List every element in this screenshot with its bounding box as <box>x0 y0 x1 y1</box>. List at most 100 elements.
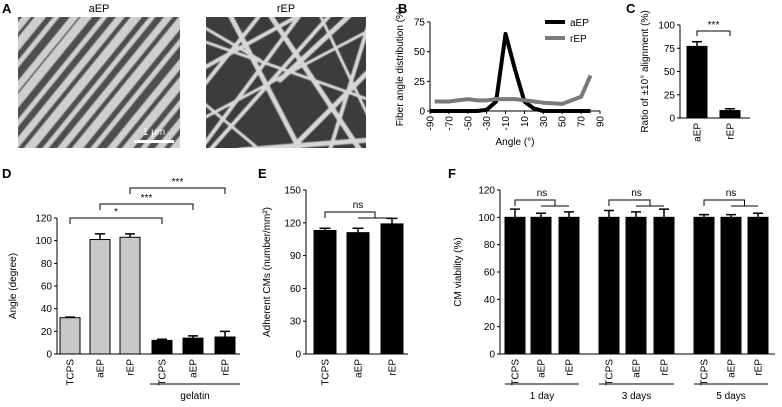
error-bar <box>631 211 641 218</box>
x-tick-label: aEP <box>537 359 548 378</box>
y-tick-label: 100 <box>658 21 675 32</box>
significance-bracket <box>129 187 226 194</box>
bar <box>598 216 620 355</box>
significance-label: ns <box>353 200 364 211</box>
x-tick-label: rEP <box>660 359 671 376</box>
fiber <box>155 117 180 148</box>
significance-bracket <box>514 199 569 207</box>
significance-label: *** <box>708 20 720 31</box>
y-tick-label: 25 <box>414 77 426 88</box>
fiber <box>238 137 366 148</box>
fiber <box>328 26 366 148</box>
fiber <box>206 40 366 101</box>
x-tick-label: -90 <box>426 116 437 131</box>
error-bar <box>692 40 702 47</box>
error-bar <box>536 212 546 218</box>
error-bar <box>726 213 736 218</box>
fiber <box>288 70 366 148</box>
y-tick-label: 60 <box>41 282 53 293</box>
y-tick-label: 80 <box>484 240 496 251</box>
bar <box>504 216 526 355</box>
significance-bracket <box>703 199 758 207</box>
scale-bar <box>134 140 174 143</box>
sem-image-aligned: 1 μm <box>18 17 180 148</box>
error-bar <box>95 233 105 240</box>
x-tick-label: TCPS <box>700 359 711 386</box>
fiber <box>18 17 93 109</box>
fiber <box>206 26 262 62</box>
significance-label: *** <box>141 193 153 204</box>
bar <box>380 223 404 355</box>
legend-label: rEP <box>570 34 587 45</box>
x-tick-label: aEP <box>189 359 200 378</box>
y-tick-label: 0 <box>489 350 495 361</box>
error-bar <box>125 233 135 238</box>
bar <box>89 239 111 355</box>
x-tick-label: -50 <box>463 116 474 131</box>
x-tick-label: rEP <box>221 359 232 376</box>
chart-angle-degree: 0 20 40 60 80 100 120 Angle (degree) TCPS aEP rEP T… <box>8 177 240 402</box>
error-bar <box>188 335 198 339</box>
y-tick-label: 20 <box>41 327 53 338</box>
bar <box>313 229 337 355</box>
error-bar <box>65 316 75 318</box>
group-label: 1 day <box>530 391 554 402</box>
fiber <box>18 17 47 52</box>
y-tick-label: 40 <box>484 295 496 306</box>
x-tick-label: TCPS <box>66 359 77 386</box>
group-label-gelatin: gelatin <box>180 391 209 402</box>
fiber <box>57 17 173 148</box>
chart-fiber-angle-distribution: 0 25 50 75 Fiber angle distribution (%) -90 -7… <box>395 7 607 148</box>
y-axis-label: Adherent CMs (number/mm²) <box>262 207 273 337</box>
error-bar <box>386 217 398 224</box>
x-tick-label: -30 <box>482 116 493 131</box>
significance-bracket <box>99 203 194 210</box>
significance-label: ns <box>726 188 737 199</box>
y-tick-label: 60 <box>290 284 302 295</box>
fiber <box>121 76 180 148</box>
x-tick-label: aEP <box>632 359 643 378</box>
x-tick-label: TCPS <box>511 359 522 386</box>
x-tick-label: 90 <box>596 116 607 128</box>
group-label: 3 days <box>622 391 651 402</box>
y-tick-label: 0 <box>46 350 52 361</box>
y-tick-label: 40 <box>41 304 53 315</box>
panel-letter-d: D <box>2 166 11 181</box>
y-tick-label: 150 <box>284 186 301 197</box>
bar <box>59 317 81 355</box>
y-tick-label: 120 <box>35 214 52 225</box>
bar <box>720 216 742 355</box>
y-tick-label: 0 <box>419 107 425 118</box>
bar <box>182 337 204 355</box>
y-axis-label: Angle (degree) <box>8 253 19 319</box>
error-bar <box>564 211 574 218</box>
x-tick-label: rEP <box>754 359 765 376</box>
significance-bracket <box>324 211 392 219</box>
error-bar <box>510 208 520 218</box>
fiber <box>18 17 125 148</box>
chart-alignment-ratio: 0 25 50 75 100 Ratio of ±10° alignment (%) aEP… <box>640 10 750 142</box>
fiber <box>277 17 352 83</box>
error-bar <box>319 227 331 231</box>
y-tick-label: 80 <box>41 259 53 270</box>
y-tick-label: 120 <box>284 218 301 229</box>
significance-label: ns <box>631 188 642 199</box>
x-tick-label: TCPS <box>321 359 332 386</box>
x-tick-label: 10 <box>520 116 531 128</box>
error-bar <box>352 227 364 233</box>
y-tick-label: 60 <box>484 268 496 279</box>
error-bar <box>220 330 230 337</box>
y-tick-label: 100 <box>478 213 495 224</box>
sem-image-random <box>206 17 366 148</box>
fiber <box>206 103 260 148</box>
series-line-rep <box>434 74 593 106</box>
x-tick-label: TCPS <box>605 359 616 386</box>
fiber <box>206 17 301 69</box>
group-label: 5 days <box>716 391 745 402</box>
panel-letter-b: B <box>398 1 407 16</box>
y-tick-label: 90 <box>290 251 302 262</box>
x-tick-label: 70 <box>577 116 588 128</box>
fiber <box>71 17 180 148</box>
y-tick-label: 100 <box>35 236 52 247</box>
bar <box>530 216 552 355</box>
